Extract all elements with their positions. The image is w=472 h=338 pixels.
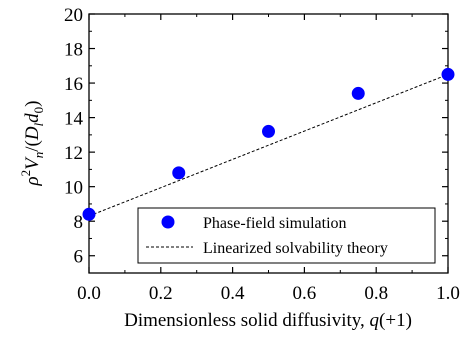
y-tick-label: 12: [64, 143, 83, 164]
y-axis-ticks: 6 8 10 12 14 16 18 20: [64, 5, 448, 274]
simulation-point: [441, 67, 455, 81]
legend: Phase-field simulation Linearized solvab…: [137, 207, 436, 264]
x-axis-ticks: 0.0 0.2 0.4 0.6 0.8 1.0: [77, 14, 460, 304]
simulation-point: [172, 166, 186, 180]
legend-label-theory: Linearized solvability theory: [203, 240, 388, 257]
simulation-points-group: [82, 67, 455, 221]
x-tick-label: 0.6: [293, 283, 317, 304]
theory-line-group: [89, 73, 448, 217]
x-tick-label: 0.4: [221, 283, 245, 304]
y-tick-label: 16: [64, 74, 83, 95]
x-tick-label: 0.0: [77, 283, 101, 304]
legend-label-simulation: Phase-field simulation: [203, 215, 347, 232]
y-tick-label: 14: [64, 109, 84, 130]
simulation-point: [351, 86, 365, 100]
y-axis-title: ρ2Vn/(Dld0): [18, 100, 46, 186]
x-tick-label: 0.8: [364, 283, 388, 304]
theory-line: [89, 73, 448, 217]
y-tick-label: 6: [74, 247, 84, 268]
x-tick-label: 0.2: [149, 283, 173, 304]
x-axis-title: Dimensionless solid diffusivity, q(+1): [124, 310, 412, 331]
y-tick-label: 20: [64, 5, 83, 26]
legend-box: [137, 207, 436, 264]
simulation-point: [82, 207, 96, 221]
y-tick-label: 10: [64, 178, 83, 199]
simulation-point: [262, 124, 275, 138]
y-tick-label: 8: [74, 212, 84, 233]
legend-marker-simulation: [161, 215, 175, 229]
y-tick-label: 18: [64, 40, 83, 61]
x-tick-label: 1.0: [436, 283, 460, 304]
